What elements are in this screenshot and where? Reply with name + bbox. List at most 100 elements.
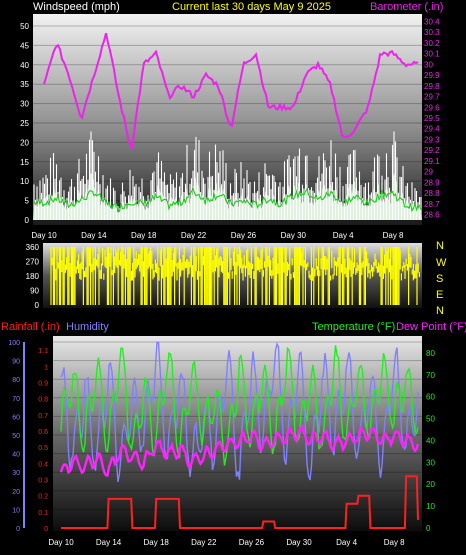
wind-tick-label: 35 xyxy=(20,80,29,89)
x-tick-label: Day 8 xyxy=(383,231,404,240)
wind-tick-label: 10 xyxy=(20,177,29,186)
baro-tick-label: 29 xyxy=(424,168,433,177)
wind-tick-label: 45 xyxy=(20,41,29,50)
baro-tick-label: 29.2 xyxy=(424,146,440,155)
temp-tick-label: 50 xyxy=(426,415,435,424)
rainfall-title: Rainfall (.in) xyxy=(1,321,60,333)
rain-tick-label: 0.8 xyxy=(38,397,48,404)
temp-tick-label: 40 xyxy=(426,436,435,445)
humidity-tick-label: 10 xyxy=(12,507,20,514)
wind-tick-label: 5 xyxy=(25,197,30,206)
wind-speed-bars xyxy=(33,131,422,220)
wind-direction-marks xyxy=(50,247,420,305)
chart-title: Current last 30 days May 9 2025 xyxy=(172,1,331,13)
rain-tick-label: 0.3 xyxy=(38,477,48,484)
baro-tick-label: 28.6 xyxy=(424,211,440,220)
rain-tick-label: 0.6 xyxy=(38,429,48,436)
baro-tick-label: 30.3 xyxy=(424,28,440,37)
wind-tick-label: 50 xyxy=(20,22,29,31)
x-tick-label: Day 26 xyxy=(231,231,257,240)
rain-tick-label: 0.1 xyxy=(38,510,48,517)
dir-tick-label: 180 xyxy=(26,272,40,281)
compass-label: S xyxy=(436,273,443,285)
humidity-line xyxy=(60,341,419,483)
x-tick-label: Day 14 xyxy=(96,538,122,547)
rain-tick-label: 0.2 xyxy=(38,494,48,501)
humidity-tick-label: 60 xyxy=(12,414,20,421)
baro-tick-label: 30.4 xyxy=(424,17,440,26)
baro-tick-label: 30.1 xyxy=(424,50,440,59)
rain-tick-label: 0.7 xyxy=(38,413,48,420)
temperature-line xyxy=(60,345,419,466)
dir-tick-label: 270 xyxy=(26,258,40,267)
x-tick-label: Day 18 xyxy=(131,231,157,240)
dir-tick-label: 90 xyxy=(30,287,39,296)
rainfall-line xyxy=(61,475,419,529)
temp-tick-label: 20 xyxy=(426,480,435,489)
x-tick-label: Day 8 xyxy=(384,538,405,547)
baro-tick-label: 29.3 xyxy=(424,135,440,144)
x-tick-label: Day 30 xyxy=(281,231,307,240)
x-tick-label: Day 30 xyxy=(286,538,312,547)
humidity-tick-label: 70 xyxy=(12,396,20,403)
windspeed-title: Windspeed (mph) xyxy=(33,1,120,13)
baro-tick-label: 29.6 xyxy=(424,103,440,112)
x-tick-label: Day 26 xyxy=(239,538,265,547)
humidity-tick-label: 100 xyxy=(8,340,20,347)
dewpoint-title: Dew Point (°F) xyxy=(396,321,466,333)
x-tick-label: Day 22 xyxy=(181,231,207,240)
compass-label: W xyxy=(436,257,447,269)
wind-tick-label: 20 xyxy=(20,138,29,147)
wind-avg-polyline xyxy=(33,187,422,212)
rain-tick-label: 0 xyxy=(44,526,48,533)
barometer-line xyxy=(43,32,419,151)
humidity-tick-label: 40 xyxy=(12,452,20,459)
temperature-polyline xyxy=(60,345,419,466)
wind-tick-label: 15 xyxy=(20,158,29,167)
humidity-tick-label: 20 xyxy=(12,489,20,496)
baro-tick-label: 29.7 xyxy=(424,93,440,102)
x-tick-label: Day 22 xyxy=(191,538,217,547)
barometer-polyline xyxy=(43,32,419,151)
x-tick-label: Day 14 xyxy=(81,231,107,240)
baro-tick-label: 28.9 xyxy=(424,178,440,187)
x-tick-label: Day 4 xyxy=(336,538,357,547)
compass-label: N xyxy=(436,240,444,252)
wind-tick-label: 30 xyxy=(20,100,29,109)
temp-tick-label: 70 xyxy=(426,371,435,380)
temp-tick-label: 30 xyxy=(426,458,435,467)
rain-tick-label: 1.1 xyxy=(38,348,48,355)
temp-tick-label: 10 xyxy=(426,502,435,511)
wind-tick-label: 25 xyxy=(20,119,29,128)
axis-labels: 0510152025303540455028.628.728.828.92929… xyxy=(8,17,440,547)
baro-tick-label: 30 xyxy=(424,60,433,69)
x-tick-label: Day 10 xyxy=(48,538,74,547)
humidity-tick-label: 90 xyxy=(12,359,20,366)
compass-label: E xyxy=(436,289,443,301)
humidity-tick-label: 80 xyxy=(12,377,20,384)
rain-tick-label: 0.4 xyxy=(38,461,48,468)
baro-tick-label: 29.5 xyxy=(424,114,440,123)
temp-tick-label: 80 xyxy=(426,349,435,358)
baro-tick-label: 29.1 xyxy=(424,157,440,166)
humidity-polyline xyxy=(60,341,419,483)
temp-tick-label: 0 xyxy=(426,524,431,533)
dir-tick-label: 360 xyxy=(26,243,40,252)
barometer-title: Barometer (.in) xyxy=(370,1,443,13)
wind-avg-line xyxy=(33,187,422,212)
humidity-tick-label: 50 xyxy=(12,433,20,440)
dewpoint-polyline xyxy=(59,423,420,477)
dewpoint-line xyxy=(59,423,420,477)
humidity-title: Humidity xyxy=(66,321,109,333)
compass-label: N xyxy=(436,305,444,317)
temp-tick-label: 60 xyxy=(426,393,435,402)
temperature-title: Temperature (°F) xyxy=(312,321,395,333)
humidity-tick-label: 30 xyxy=(12,470,20,477)
dir-tick-label: 0 xyxy=(35,301,40,310)
rainfall-polyline xyxy=(61,475,419,529)
wind-tick-label: 0 xyxy=(25,216,30,225)
x-tick-label: Day 18 xyxy=(144,538,170,547)
baro-tick-label: 30.2 xyxy=(424,39,440,48)
